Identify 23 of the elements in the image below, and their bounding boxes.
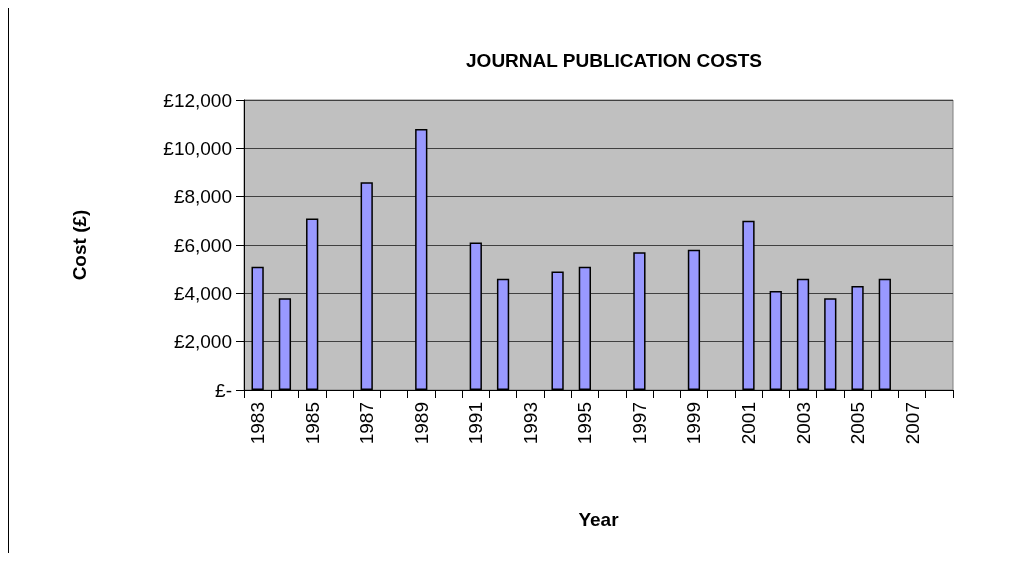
x-tick-label: 1989 [410,402,432,445]
y-tick-label: £- [215,379,232,401]
chart-title: JOURNAL PUBLICATION COSTS [466,50,762,71]
y-tick-label: £2,000 [173,331,232,353]
x-tick-label: 2007 [901,402,923,445]
y-tick-label: £4,000 [173,282,232,304]
x-tick-label: 1985 [301,402,323,445]
x-tick-label: 1987 [356,402,378,445]
x-tick-label: 1995 [574,402,596,445]
y-tick-label: £8,000 [173,186,232,208]
x-tick-label: 1999 [683,402,705,445]
y-axis-title: Cost (£) [69,209,90,281]
y-tick-label: £12,000 [163,89,232,111]
x-tick-label: 2003 [792,402,814,445]
y-tick-label: £10,000 [163,137,232,159]
y-tick-label: £6,000 [173,234,232,256]
x-tick-label: 1993 [519,402,541,445]
x-tick-label: 1991 [465,402,487,445]
x-tick-label: 1997 [628,402,650,445]
x-tick-label: 2005 [847,402,869,445]
x-tick-label: 1983 [247,402,269,445]
x-axis-title: Year [578,509,620,530]
x-tick-label: 2001 [737,402,759,445]
